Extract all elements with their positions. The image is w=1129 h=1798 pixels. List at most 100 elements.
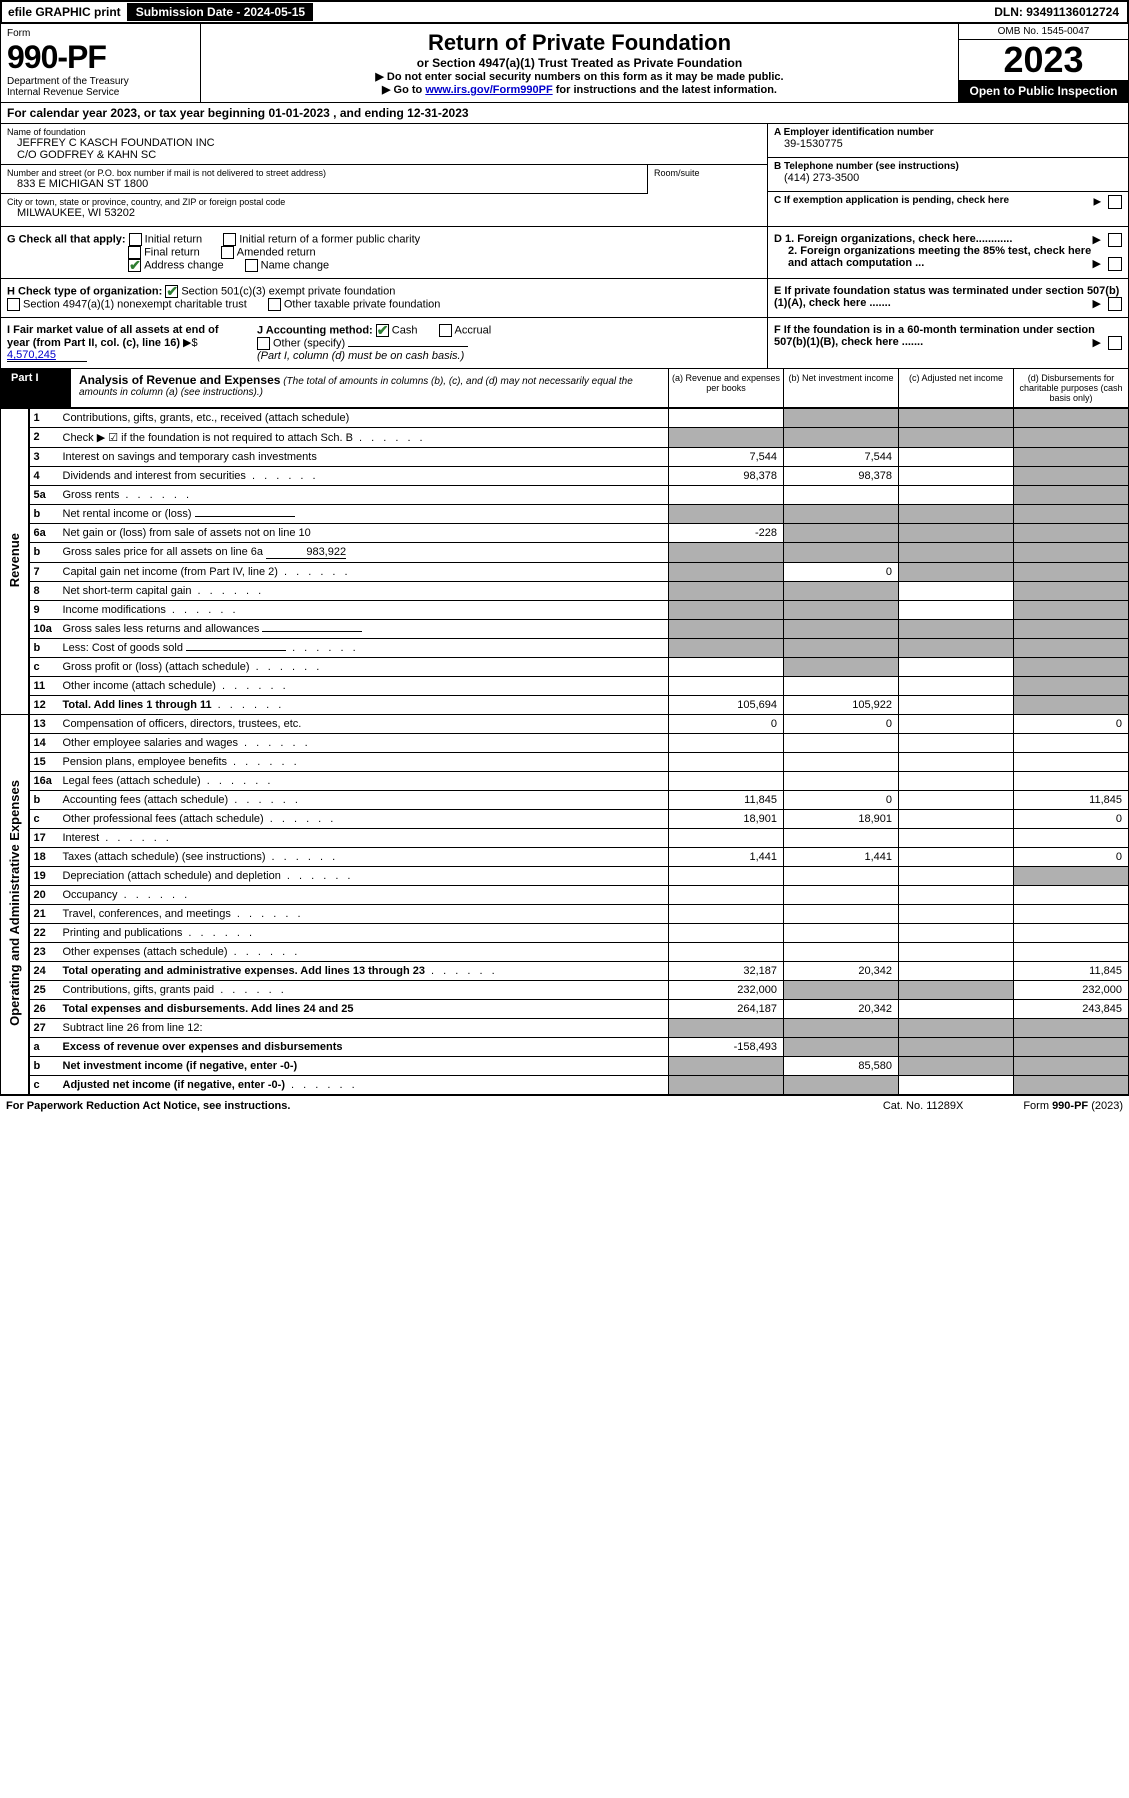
amount-cell [784,543,899,563]
accrual-cb[interactable] [439,324,452,337]
line-description: Total. Add lines 1 through 11 . . . . . … [59,696,669,715]
form-number: 990-PF [7,39,194,76]
i-label: I Fair market value of all assets at end… [7,324,219,349]
amount-cell [669,924,784,943]
4947-cb[interactable] [7,298,20,311]
note-goto: ▶ Go to www.irs.gov/Form990PF for instru… [207,83,952,96]
amount-cell: 11,845 [1014,962,1129,981]
d-section: D 1. Foreign organizations, check here..… [768,227,1128,278]
entity-info: Name of foundation JEFFREY C KASCH FOUND… [0,124,1129,227]
address-cell: Number and street (or P.O. box number if… [1,165,647,194]
initial-former-cb[interactable] [223,233,236,246]
501c3-cb[interactable] [165,285,178,298]
amended-return-cb[interactable] [221,246,234,259]
fmv-link[interactable]: 4,570,245 [7,349,87,362]
note-goto-post: for instructions and the latest informat… [553,84,777,96]
line-number: b [29,1057,59,1076]
name-change-cb[interactable] [245,259,258,272]
d2-label: 2. Foreign organizations meeting the 85%… [788,245,1091,269]
amount-cell [899,791,1014,810]
amount-cell: 0 [784,791,899,810]
part1-header-row: Part I Analysis of Revenue and Expenses … [0,369,1129,408]
amount-cell [1014,772,1129,791]
d2-cb[interactable] [1108,257,1122,271]
city-label: City or town, state or province, country… [7,197,761,207]
f-cb[interactable] [1108,336,1122,350]
amount-cell: 20,342 [784,1000,899,1019]
line-number: c [29,810,59,829]
c-checkbox[interactable] [1108,195,1122,209]
expenses-side-label: Operating and Administrative Expenses [1,715,29,1095]
amount-cell [899,962,1014,981]
j-note: (Part I, column (d) must be on cash basi… [257,350,464,362]
other-taxable-cb[interactable] [268,298,281,311]
form990pf-link[interactable]: www.irs.gov/Form990PF [425,84,552,96]
4947-label: Section 4947(a)(1) nonexempt charitable … [23,298,247,310]
line-description: Printing and publications . . . . . . [59,924,669,943]
amount-cell: 11,845 [1014,791,1129,810]
amount-cell [1014,1057,1129,1076]
line-number: 4 [29,467,59,486]
table-row: bNet investment income (if negative, ent… [1,1057,1129,1076]
amount-cell [784,943,899,962]
amount-cell [899,715,1014,734]
table-row: Operating and Administrative Expenses13C… [1,715,1129,734]
table-row: 11Other income (attach schedule) . . . .… [1,677,1129,696]
d1-label: D 1. Foreign organizations, check here..… [774,233,1012,245]
line-number: 9 [29,601,59,620]
amount-cell [669,753,784,772]
amount-cell [899,1000,1014,1019]
amount-cell [899,753,1014,772]
irs-label: Internal Revenue Service [7,87,194,98]
f-label: F If the foundation is in a 60-month ter… [774,324,1095,348]
amount-cell [899,639,1014,658]
amount-cell [1014,409,1129,428]
amount-cell: 0 [1014,848,1129,867]
amount-cell [1014,563,1129,582]
amount-cell: 0 [669,715,784,734]
address-change-cb[interactable] [128,259,141,272]
line-description: Contributions, gifts, grants paid . . . … [59,981,669,1000]
line-number: b [29,505,59,524]
cash-cb[interactable] [376,324,389,337]
h-label: H Check type of organization: [7,285,162,297]
amount-cell [899,1076,1014,1095]
d1-cb[interactable] [1108,233,1122,247]
part1-table: Revenue1Contributions, gifts, grants, et… [0,408,1129,1095]
amount-cell: 1,441 [784,848,899,867]
e-cb[interactable] [1108,297,1122,311]
phone-cell: B Telephone number (see instructions) (4… [768,158,1128,192]
line-number: 8 [29,582,59,601]
amount-cell [899,1038,1014,1057]
table-row: 22Printing and publications . . . . . . [1,924,1129,943]
amount-cell [1014,696,1129,715]
phone: (414) 273-3500 [774,172,1122,184]
line-number: 22 [29,924,59,943]
table-row: 4Dividends and interest from securities … [1,467,1129,486]
amount-cell [784,677,899,696]
amount-cell [1014,448,1129,467]
col-c-head: (c) Adjusted net income [898,369,1013,407]
table-row: bAccounting fees (attach schedule) . . .… [1,791,1129,810]
table-row: 24Total operating and administrative exp… [1,962,1129,981]
other-method-cb[interactable] [257,337,270,350]
part1-desc: Analysis of Revenue and Expenses (The to… [71,369,668,407]
amount-cell [784,753,899,772]
amount-cell [669,601,784,620]
initial-return-cb[interactable] [129,233,142,246]
table-row: 27Subtract line 26 from line 12: [1,1019,1129,1038]
line-number: 6a [29,524,59,543]
efile-label[interactable]: efile GRAPHIC print [2,3,128,21]
part1-label: Part I [1,369,49,387]
omb-number: OMB No. 1545-0047 [959,24,1128,40]
amount-cell [784,409,899,428]
amount-cell [669,905,784,924]
table-row: 6aNet gain or (loss) from sale of assets… [1,524,1129,543]
amount-cell [784,886,899,905]
room-cell: Room/suite [647,165,767,194]
amount-cell [1014,620,1129,639]
col-b-head: (b) Net investment income [783,369,898,407]
amount-cell: -228 [669,524,784,543]
amount-cell [899,943,1014,962]
line-number: 10a [29,620,59,639]
